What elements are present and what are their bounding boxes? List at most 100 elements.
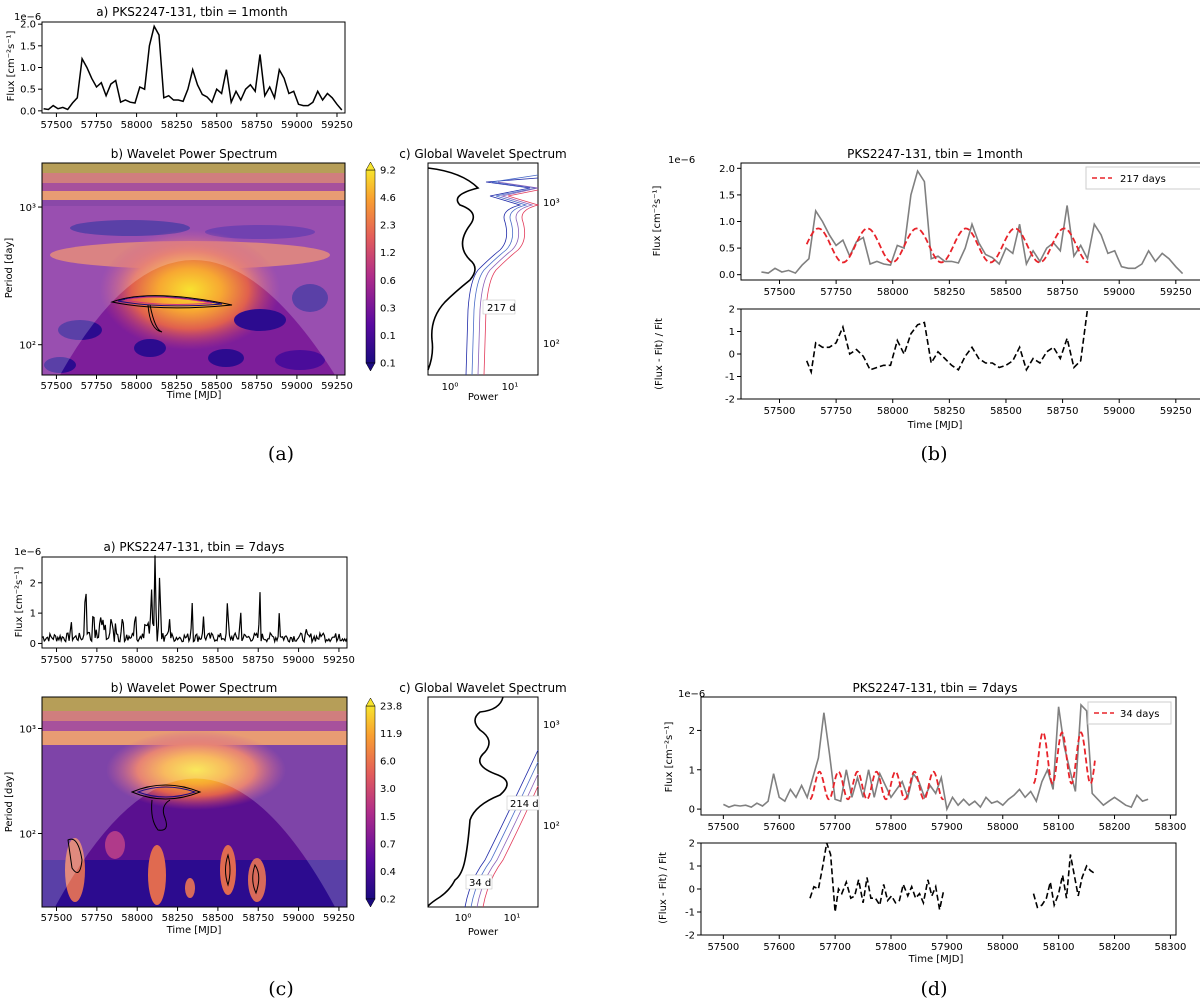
a-wavelet-map <box>42 163 345 375</box>
panel-a-wavelet-1month: a) PKS2247-131, tbin = 1month 1e−6 57500… <box>4 5 567 465</box>
b-resid-plot: 57500 57750 58000 58250 58500 58750 59000 59250… <box>725 305 1200 417</box>
c-global-annotation-1: 34 d <box>469 878 491 889</box>
c-wavelet-title: b) Wavelet Power Spectrum <box>111 681 278 695</box>
d-resid-xtick-label: 58300 <box>1155 942 1187 953</box>
d-resid-ytick-label: -1 <box>685 908 695 919</box>
d-flux-ytick-label: 2 <box>689 726 695 737</box>
panel-b-fit-1month: PKS2247-131, tbin = 1month 1e−6 57500 577… <box>652 147 1200 465</box>
d-resid-ytick-label: 1 <box>689 862 695 873</box>
c-global-ytick-1: 10³ <box>543 720 560 731</box>
d-resid-ytick-label: 2 <box>689 839 695 850</box>
b-resid-frame <box>740 308 1200 400</box>
c-wavelet-xtick-label: 59250 <box>323 913 355 924</box>
c-flux-offset: 1e−6 <box>14 547 41 558</box>
d-resid-xtick-label: 57600 <box>763 942 795 953</box>
c-flux-ylabel: Flux [cm⁻²s⁻¹] <box>14 567 25 638</box>
d-flux-plot: 57500 57600 57700 57800 57900 58000 58100 58200… <box>689 696 1186 833</box>
a-global-title: c) Global Wavelet Spectrum <box>399 147 567 161</box>
a-wavelet-frame <box>41 162 346 376</box>
panel-label-a: (a) <box>268 443 294 465</box>
panel-c-wavelet-7days: a) PKS2247-131, tbin = 7days 1e−6 57500 5… <box>4 540 567 1000</box>
a-wavelet-xlabel: Time [MJD] <box>166 390 222 401</box>
c-wavelet-xtick-label: 59000 <box>283 913 315 924</box>
a-flux-xtick-label: 59000 <box>281 120 313 131</box>
c-global-xlabel: Power <box>468 927 499 938</box>
b-resid-xtick-label: 58000 <box>877 406 909 417</box>
d-resid-xtick-label: 57900 <box>931 942 963 953</box>
a-flux-ytick-label: 1.0 <box>20 63 36 74</box>
d-resid-line <box>809 842 945 913</box>
a-flux-xtick-label: 57750 <box>81 120 113 131</box>
panel-d-fit-7days: PKS2247-131, tbin = 7days 1e−6 57500 5760… <box>658 681 1186 1000</box>
c-wavelet-ytick-label: 10² <box>19 830 36 841</box>
c-flux-xtick-label: 57750 <box>81 655 113 666</box>
d-flux-ytick-label: 0 <box>689 805 695 816</box>
d-resid-plot: 57500 57600 57700 57800 57900 58000 58100 58200… <box>685 839 1186 954</box>
a-wavelet-xtick-label: 58750 <box>241 381 273 392</box>
a-colorbar-label: 2.3 <box>380 221 396 232</box>
a-wavelet-ytick-label: 10³ <box>19 203 36 214</box>
c-flux-xtick-label: 58000 <box>121 655 153 666</box>
d-flux-title: PKS2247-131, tbin = 7days <box>852 681 1017 695</box>
a-flux-xtick-label: 58250 <box>161 120 193 131</box>
b-fit-line <box>805 227 1089 264</box>
c-flux-xtick-label: 59000 <box>283 655 315 666</box>
d-flux-xtick-label: 57700 <box>819 822 851 833</box>
a-global-plot: 217 d 10⁰ 10¹ 10³ 10² <box>427 162 560 393</box>
b-flux-ytick-label: 0.5 <box>719 244 735 255</box>
a-global-xtick-1: 10¹ <box>502 382 519 393</box>
a-flux-title: a) PKS2247-131, tbin = 1month <box>96 5 288 19</box>
b-flux-ytick-label: 2.0 <box>719 164 735 175</box>
c-colorbar-label: 6.0 <box>380 757 396 768</box>
a-wavelet-xtick-label: 59000 <box>281 381 313 392</box>
c-wavelet-xlabel: Time [MJD] <box>166 925 222 936</box>
c-global-title: c) Global Wavelet Spectrum <box>399 681 567 695</box>
panel-label-d: (d) <box>921 978 948 1000</box>
d-flux-frame <box>700 696 1177 816</box>
a-colorbar-label: 0.1 <box>380 359 396 370</box>
b-flux-xtick-label: 58500 <box>990 287 1022 298</box>
b-resid-ytick-label: 1 <box>729 327 735 338</box>
b-flux-xtick-label: 57750 <box>820 287 852 298</box>
b-resid-xtick-label: 57750 <box>820 406 852 417</box>
a-flux-ylabel: Flux [cm⁻²s⁻¹] <box>6 31 17 102</box>
a-flux-xtick-label: 58000 <box>121 120 153 131</box>
c-flux-xtick-label: 59250 <box>323 655 355 666</box>
a-flux-xtick-label: 58500 <box>201 120 233 131</box>
d-resid-xtick-label: 57700 <box>819 942 851 953</box>
c-flux-xtick-label: 58500 <box>202 655 234 666</box>
a-colorbar-label: 9.2 <box>380 166 396 177</box>
b-flux-xtick-label: 59000 <box>1103 287 1135 298</box>
d-resid-xtick-label: 58100 <box>1043 942 1075 953</box>
a-colorbar-label: 0.3 <box>380 303 396 314</box>
d-resid-ytick-label: -2 <box>685 931 695 942</box>
b-flux-xtick-label: 59250 <box>1160 287 1192 298</box>
c-colorbar-label: 0.7 <box>380 839 396 850</box>
a-colorbar-label: 0.6 <box>380 276 396 287</box>
c-flux-xtick-label: 57500 <box>41 655 73 666</box>
a-global-annotation: 217 d <box>487 303 516 314</box>
d-resid-xtick-label: 57500 <box>707 942 739 953</box>
c-colorbar-label: 3.0 <box>380 784 396 795</box>
b-flux-ytick-label: 1.5 <box>719 190 735 201</box>
a-flux-plot: 57500 57750 58000 58250 58500 58750 59000 59250… <box>20 20 353 131</box>
d-flux-offset: 1e−6 <box>678 689 705 700</box>
c-global-plot: 214 d 34 d 10⁰ 10¹ 10³ 10² <box>427 696 560 924</box>
b-resid-xlabel: Time [MJD] <box>907 420 963 431</box>
a-flux-ytick-label: 0.0 <box>20 106 36 117</box>
b-flux-plot: 57500 57750 58000 58250 58500 58750 59000 59250… <box>719 162 1200 298</box>
a-flux-ytick-label: 0.5 <box>20 85 36 96</box>
c-flux-xtick-label: 58750 <box>242 655 274 666</box>
d-flux-xtick-label: 57600 <box>763 822 795 833</box>
d-flux-xtick-label: 58100 <box>1043 822 1075 833</box>
b-flux-line <box>761 169 1184 275</box>
c-flux-ytick-label: 2 <box>30 578 36 589</box>
b-resid-xtick-label: 57500 <box>764 406 796 417</box>
a-global-ytick-0: 10² <box>543 339 560 350</box>
b-flux-xtick-label: 58750 <box>1047 287 1079 298</box>
b-resid-xtick-label: 59000 <box>1103 406 1135 417</box>
a-wavelet-title: b) Wavelet Power Spectrum <box>111 147 278 161</box>
c-flux-title: a) PKS2247-131, tbin = 7days <box>104 540 285 554</box>
d-flux-xtick-label: 57500 <box>707 822 739 833</box>
